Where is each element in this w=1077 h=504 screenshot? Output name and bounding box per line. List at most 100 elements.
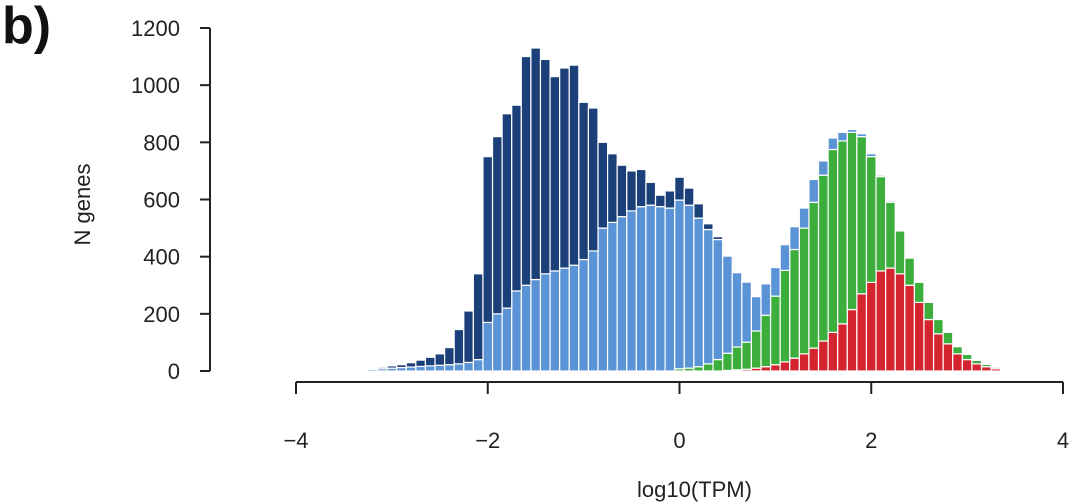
- histogram-bar: [913, 281, 925, 304]
- histogram-bar: [501, 307, 513, 372]
- histogram-bar: [702, 223, 714, 231]
- y-tick-label: 1200: [131, 16, 180, 41]
- histogram-bar: [722, 352, 733, 372]
- histogram-bar: [980, 363, 992, 368]
- histogram-bar: [846, 308, 858, 372]
- histogram-bar: [932, 318, 944, 335]
- x-tick-label: 0: [673, 428, 685, 453]
- histogram-bar: [616, 216, 628, 372]
- histogram-bar: [511, 104, 522, 292]
- histogram-bar: [424, 365, 436, 372]
- histogram-bar: [760, 366, 772, 372]
- histogram-bar: [817, 160, 829, 176]
- histogram-bar: [386, 365, 398, 369]
- histogram-bar: [712, 358, 724, 372]
- histogram-bar: [731, 346, 743, 371]
- histogram-bar: [913, 301, 925, 372]
- histogram-bar: [798, 207, 810, 229]
- histogram-bar: [674, 199, 685, 370]
- histogram-bar: [693, 217, 705, 368]
- histogram-bar: [578, 101, 590, 261]
- histogram-bar: [856, 293, 868, 372]
- histogram-bar: [779, 244, 791, 271]
- histogram-bar: [520, 284, 532, 372]
- histogram-bar: [798, 353, 810, 372]
- histogram-bar: [463, 310, 474, 364]
- histogram-bar: [961, 358, 973, 372]
- histogram-bar: [530, 278, 542, 372]
- histogram-bar: [539, 58, 551, 275]
- histogram-bar: [626, 170, 637, 212]
- histogram-bar: [837, 131, 848, 142]
- histogram-bar: [396, 364, 407, 369]
- histogram-bar: [568, 264, 580, 372]
- histogram-bar: [559, 67, 570, 269]
- histogram-bar: [654, 206, 666, 372]
- histogram-bar: [827, 148, 839, 334]
- histogram-bar: [875, 176, 887, 272]
- histogram-bar: [856, 136, 868, 295]
- histogram-bar: [434, 364, 446, 372]
- histogram-bar: [472, 273, 484, 361]
- x-tick-label: −4: [283, 428, 308, 453]
- histogram-bar: [587, 250, 599, 372]
- histogram-bar: [731, 272, 743, 348]
- y-tick-label: 0: [168, 359, 180, 384]
- histogram-bar: [827, 137, 839, 151]
- histogram-bar: [952, 346, 963, 355]
- histogram-bar: [482, 321, 494, 372]
- histogram-bar: [549, 270, 561, 372]
- histogram-bar: [635, 168, 647, 208]
- histogram-bar: [923, 301, 935, 321]
- histogram-bar: [415, 365, 427, 372]
- histogram-bar: [501, 113, 513, 309]
- histogram-bar: [520, 55, 532, 286]
- histogram-bar: [597, 227, 609, 372]
- histogram-bar: [789, 248, 800, 359]
- histogram-bar: [491, 136, 503, 315]
- histogram-bar: [885, 201, 896, 269]
- histogram-bar: [674, 176, 685, 201]
- histogram-bar: [434, 353, 446, 366]
- histogram-bar: [894, 273, 906, 372]
- histogram-bar: [875, 174, 887, 178]
- histogram-bar: [491, 313, 503, 372]
- histogram-bar: [415, 359, 427, 368]
- y-tick-label: 800: [143, 130, 180, 155]
- histogram-bar: [645, 181, 657, 206]
- histogram-bar: [741, 281, 753, 343]
- histogram-bar: [453, 363, 465, 372]
- histogram-bar: [885, 267, 896, 372]
- histogram-bar: [856, 133, 868, 138]
- histogram-bar: [875, 270, 887, 372]
- histogram-bar: [750, 330, 762, 369]
- histogram-bar: [578, 258, 590, 372]
- histogram-bar: [837, 140, 848, 325]
- histogram-bar: [616, 164, 628, 218]
- histogram-bar: [722, 255, 733, 354]
- histogram-bar: [961, 353, 973, 361]
- histogram-bar: [798, 227, 810, 355]
- y-tick-label: 200: [143, 302, 180, 327]
- histogram-bar: [511, 290, 522, 372]
- histogram-bar: [817, 174, 829, 342]
- histogram-bar: [530, 47, 542, 281]
- histogram-bar: [683, 204, 695, 369]
- histogram-bar: [405, 362, 417, 368]
- histogram-bar: [808, 347, 820, 372]
- histogram-bar: [463, 361, 474, 372]
- histogram-bar: [808, 178, 820, 203]
- y-axis-title: N genes: [70, 164, 95, 246]
- histogram-bar: [779, 361, 791, 372]
- histogram-bar: [654, 194, 666, 208]
- histogram-bar: [367, 367, 379, 370]
- histogram-bar: [952, 353, 963, 372]
- histogram-bar: [482, 156, 494, 324]
- histogram-bar: [702, 363, 714, 372]
- histogram-bar: [865, 153, 877, 158]
- histogram-bar: [683, 187, 695, 206]
- histogram-bar: [712, 238, 724, 361]
- histogram-bar: [904, 284, 915, 372]
- histogram-bar: [645, 204, 657, 372]
